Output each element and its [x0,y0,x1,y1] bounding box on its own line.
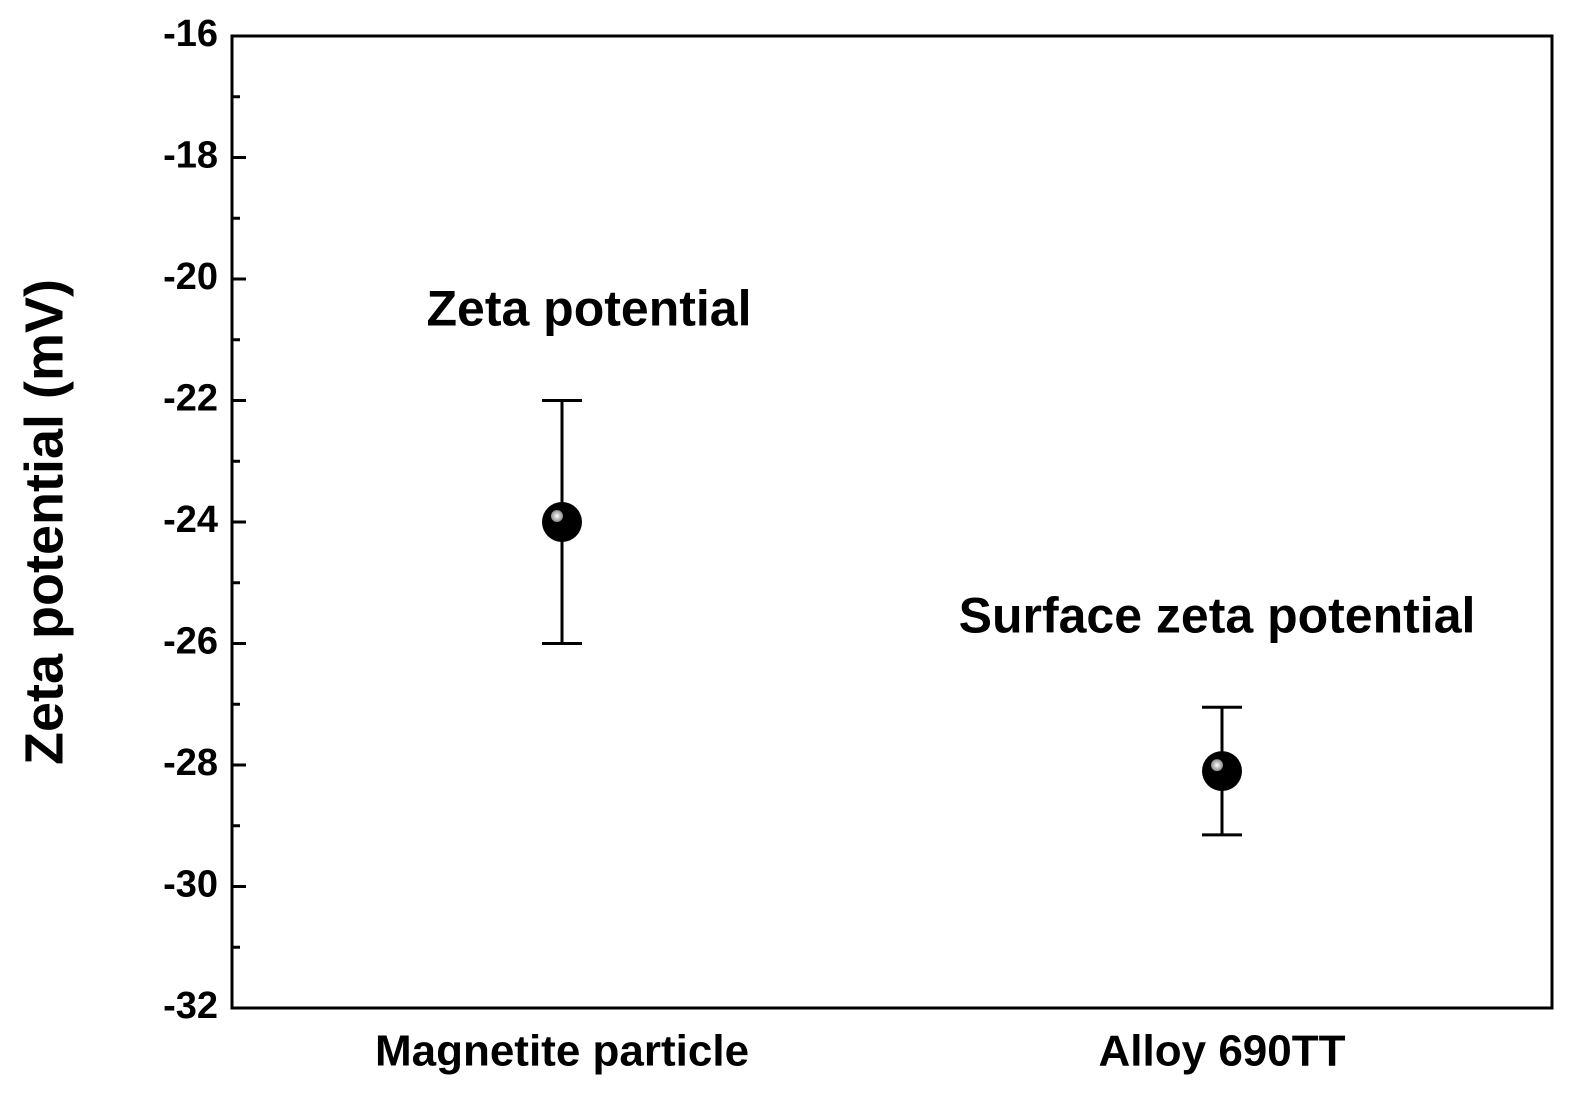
y-tick-label: -22 [163,378,218,420]
y-tick-label: -24 [163,499,218,541]
x-tick-label: Alloy 690TT [1099,1027,1346,1076]
y-axis-label: Zeta potential (mV) [14,279,74,765]
x-tick-label: Magnetite particle [375,1027,749,1076]
point [1202,751,1242,792]
annotation: Surface zeta potential [959,587,1476,643]
plot-frame [230,34,1554,1010]
y-tick-label: -28 [163,742,218,784]
y-tick-label: -20 [163,256,218,298]
y-tick-label: -16 [163,13,218,55]
annotation: Zeta potential [426,281,751,337]
point-highlight [551,510,563,522]
point [542,502,582,542]
y-tick-label: -18 [163,135,218,177]
y-tick-label: -30 [163,864,218,906]
y-tick-label: -32 [163,985,218,1027]
y-tick-label: -26 [163,621,218,663]
point-highlight [1211,759,1223,772]
